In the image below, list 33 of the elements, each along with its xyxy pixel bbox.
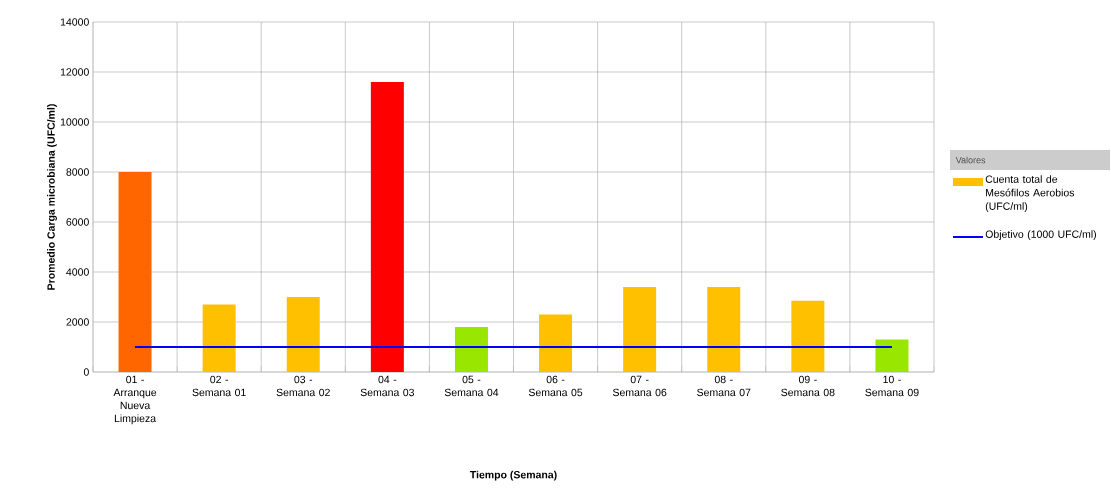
x-tick-label: 09 - Semana 08 <box>781 375 835 397</box>
x-tick-label: 03 - Semana 02 <box>276 375 330 397</box>
x-tick-label: 06 - Semana 05 <box>528 375 583 397</box>
legend-label: Cuenta total de Mesófilos Aerobios (UFC/ml) <box>985 175 1075 212</box>
bar <box>791 300 825 372</box>
x-tick-label: 10 - Semana 09 <box>865 375 919 397</box>
y-tick-label: 10000 <box>60 118 89 126</box>
x-tick-label: 04 - Semana 03 <box>360 375 415 397</box>
y-tick-label: 4000 <box>66 268 89 276</box>
x-tick-label: 02 - Semana 01 <box>192 375 246 397</box>
bar <box>370 82 404 372</box>
bar <box>118 172 152 372</box>
y-tick-label: 12000 <box>60 68 89 76</box>
y-tick-label: 6000 <box>66 218 89 226</box>
bar <box>539 314 573 372</box>
legend-title: Valores <box>955 156 986 164</box>
x-tick-label: 01 - Arranque Nueva Limpieza <box>113 375 157 425</box>
bar <box>454 327 488 372</box>
y-axis-title: Promedio Carga microbiana (UFC/ml) <box>47 104 57 290</box>
bar <box>707 287 741 372</box>
x-tick-label: 07 - Semana 06 <box>612 375 667 397</box>
bar <box>286 297 320 372</box>
y-tick-label: 0 <box>83 368 89 376</box>
x-tick-label: 05 - Semana 04 <box>444 375 499 397</box>
y-tick-label: 2000 <box>66 318 89 326</box>
bar <box>202 304 236 372</box>
bar <box>875 339 909 372</box>
bar <box>623 287 657 372</box>
x-axis-title: Tiempo (Semana) <box>469 470 557 481</box>
y-tick-label: 8000 <box>66 168 89 176</box>
legend-label: Objetivo (1000 UFC/ml) <box>985 230 1096 240</box>
x-tick-label: 08 - Semana 07 <box>697 375 751 397</box>
y-tick-label: 14000 <box>60 18 89 26</box>
